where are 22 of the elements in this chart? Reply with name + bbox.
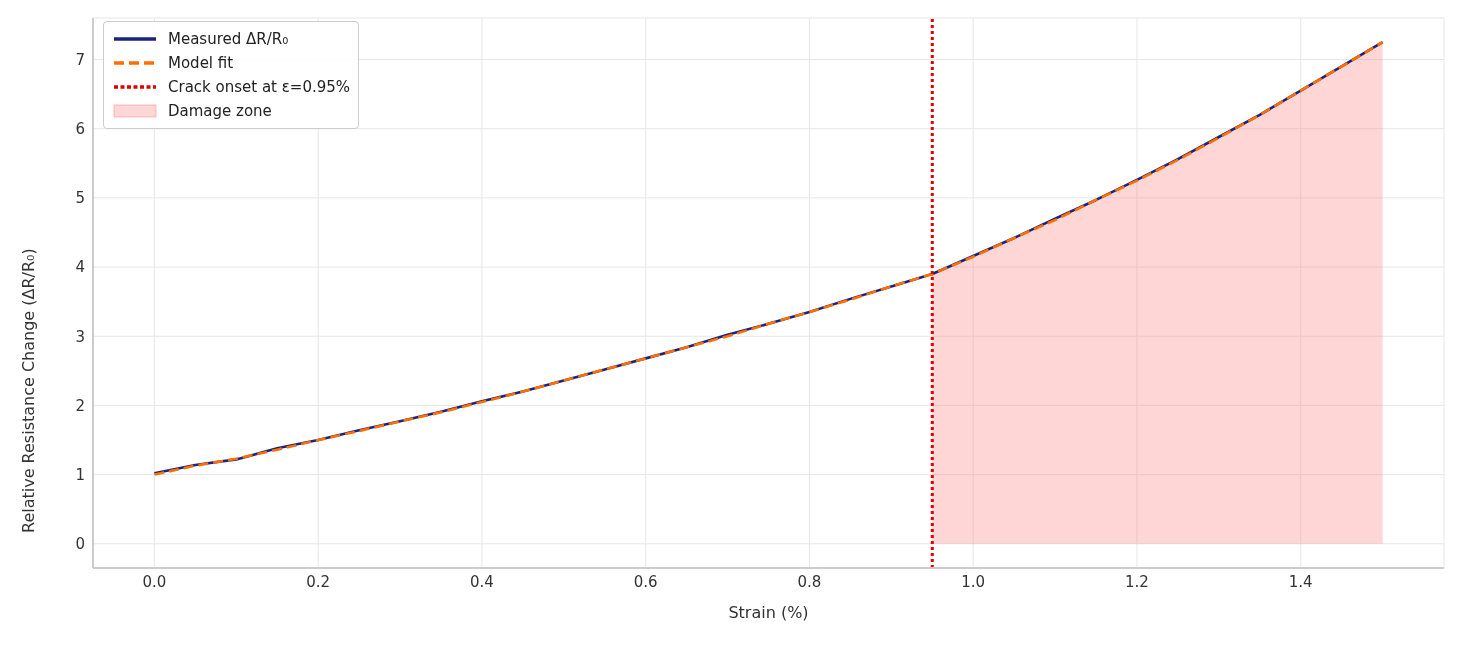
y-axis-title: Relative Resistance Change (ΔR/R₀) <box>18 248 38 533</box>
x-tick-label: 1.2 <box>1125 572 1149 591</box>
y-tick-label: 2 <box>75 396 85 415</box>
legend-label: Model fit <box>168 54 234 72</box>
x-tick-label: 1.4 <box>1288 572 1313 591</box>
x-tick-label: 0.4 <box>469 572 494 591</box>
x-tick-label: 0.6 <box>633 572 658 591</box>
legend-label: Measured ΔR/R₀ <box>168 30 289 48</box>
y-tick-label: 1 <box>75 465 85 484</box>
y-tick-label: 4 <box>75 258 85 277</box>
y-tick-label: 3 <box>75 327 85 346</box>
legend-label: Crack onset at ε=0.95% <box>168 78 351 96</box>
y-tick-label: 0 <box>75 535 85 554</box>
legend-label: Damage zone <box>168 102 272 120</box>
x-axis-title: Strain (%) <box>728 603 809 622</box>
x-tick-label: 1.0 <box>961 572 986 591</box>
x-tick-label: 0.0 <box>142 572 167 591</box>
y-tick-label: 5 <box>75 189 85 208</box>
x-tick-label: 0.8 <box>797 572 822 591</box>
y-tick-label: 6 <box>75 120 85 139</box>
x-tick-label: 0.2 <box>306 572 331 591</box>
y-tick-label: 7 <box>75 50 85 69</box>
